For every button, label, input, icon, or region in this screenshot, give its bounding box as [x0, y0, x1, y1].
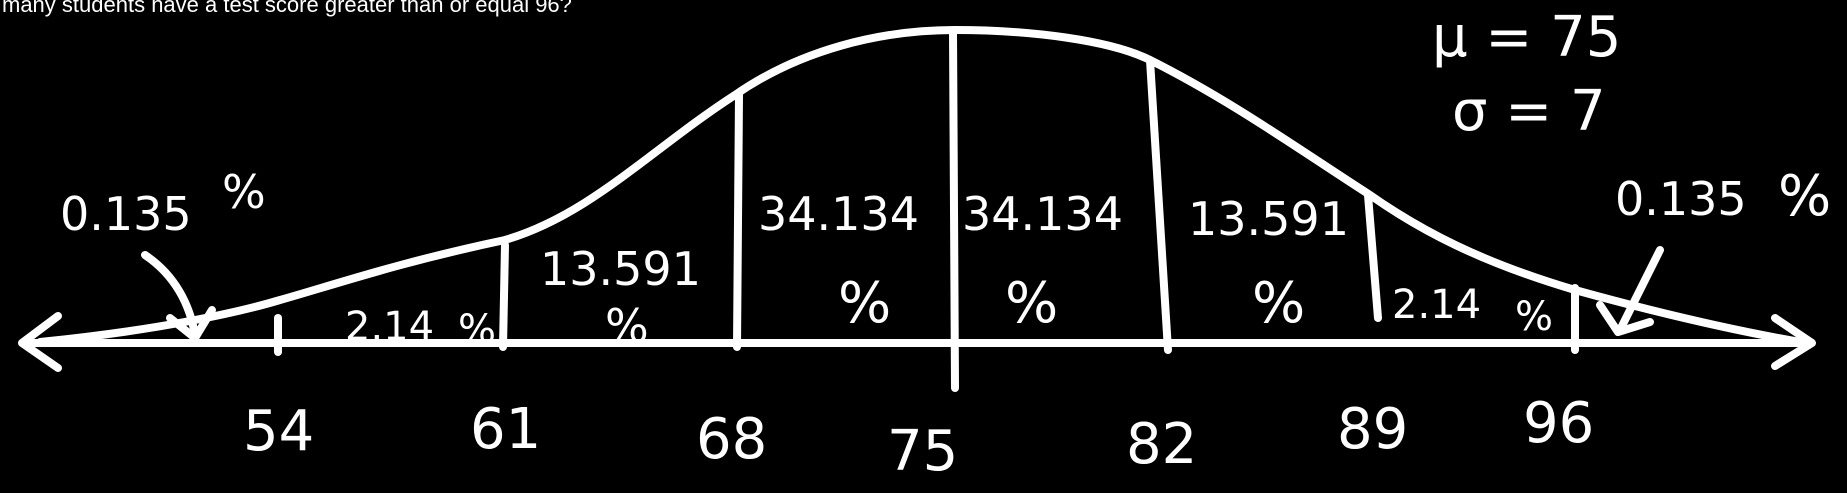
mean-label: μ = 75 [1432, 5, 1621, 70]
svg-text:34.134: 34.134 [962, 187, 1123, 241]
percent-sign: % [1252, 271, 1305, 336]
division-line-61 [499, 241, 509, 351]
svg-text:2.14: 2.14 [345, 304, 434, 350]
tick-label-75: 75 [887, 419, 958, 484]
tick-label-96: 96 [1523, 391, 1594, 456]
region-label-68-75: 34.134 % [758, 187, 919, 336]
region-label-82-89: 13.591 % [1188, 192, 1349, 336]
region-label-left-tail: 0.135 % [60, 165, 266, 241]
tick-label-89: 89 [1337, 397, 1408, 462]
region-label-75-82: 34.134 % [962, 187, 1123, 336]
right-arrow-icon [1771, 314, 1816, 370]
percent-sign: % [838, 271, 891, 336]
percent-sign: % [605, 299, 649, 353]
division-line-75 [949, 28, 959, 392]
left-arrow-icon [18, 312, 62, 372]
tick-labels: 54 61 68 75 82 89 96 [243, 391, 1594, 484]
question-text: many students have a test score greater … [2, 0, 572, 17]
division-line-68 [733, 91, 743, 351]
percent-sign: % [222, 165, 266, 219]
pointer-arrow-icon [166, 306, 216, 342]
tick-label-54: 54 [243, 399, 314, 464]
pointer-arrow-icon [1596, 301, 1654, 336]
svg-text:0.135: 0.135 [60, 187, 192, 241]
region-label-89-96: 2.14 % [1392, 282, 1553, 340]
percent-sign: % [1515, 294, 1553, 340]
sigma-label: σ = 7 [1452, 79, 1606, 144]
svg-text:13.591: 13.591 [1188, 192, 1349, 246]
tick-label-68: 68 [696, 407, 767, 472]
left-tail-pointer [141, 251, 216, 342]
tick-label-82: 82 [1126, 412, 1197, 477]
percent-sign: % [1778, 164, 1831, 229]
region-label-54-61: 2.14 % [345, 304, 496, 353]
division-lines [274, 28, 1579, 392]
svg-text:34.134: 34.134 [758, 187, 919, 241]
right-tail-pointer [1596, 246, 1664, 336]
svg-text:13.591: 13.591 [540, 242, 701, 296]
svg-text:2.14: 2.14 [1392, 282, 1481, 328]
svg-text:0.135: 0.135 [1615, 172, 1747, 226]
region-label-right-tail: 0.135 % [1615, 164, 1831, 229]
region-label-61-68: 13.591 % [540, 242, 701, 353]
percent-sign: % [458, 307, 496, 353]
x-axis [18, 312, 1816, 372]
division-line-89 [1364, 191, 1382, 322]
percent-sign: % [1005, 271, 1058, 336]
division-line-82 [1146, 56, 1172, 354]
tick-label-61: 61 [470, 397, 541, 462]
